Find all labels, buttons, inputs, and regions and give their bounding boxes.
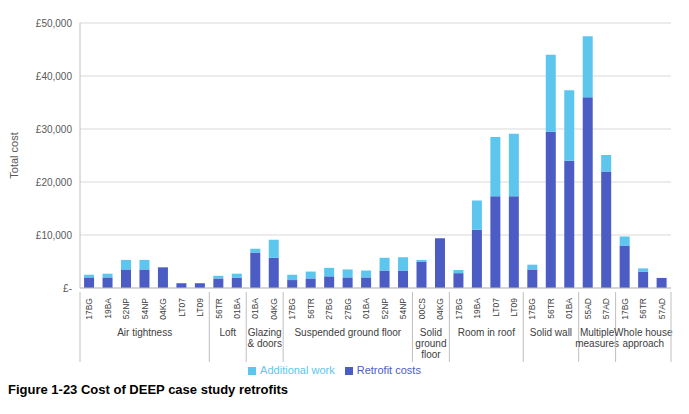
svg-text:Room in roof: Room in roof xyxy=(458,327,515,338)
svg-text:& doors: & doors xyxy=(247,338,281,349)
svg-text:£40,000: £40,000 xyxy=(36,71,73,82)
svg-text:£50,000: £50,000 xyxy=(36,18,73,29)
svg-text:LT07: LT07 xyxy=(491,298,501,317)
svg-text:17BG: 17BG xyxy=(454,298,464,320)
svg-text:£20,000: £20,000 xyxy=(36,177,73,188)
svg-text:54NP: 54NP xyxy=(398,298,408,320)
svg-text:17BG: 17BG xyxy=(620,298,630,320)
svg-text:01BA: 01BA xyxy=(250,298,260,319)
svg-text:04KG: 04KG xyxy=(158,298,168,320)
svg-text:01BA: 01BA xyxy=(232,298,242,319)
svg-text:27BG: 27BG xyxy=(324,298,334,320)
svg-text:52NP: 52NP xyxy=(380,298,390,320)
svg-text:17BG: 17BG xyxy=(287,298,297,320)
svg-text:56TR: 56TR xyxy=(638,298,648,319)
svg-text:Glazing: Glazing xyxy=(248,327,282,338)
svg-text:Solid wall: Solid wall xyxy=(530,327,572,338)
svg-text:£10,000: £10,000 xyxy=(36,230,73,241)
svg-text:27BG: 27BG xyxy=(343,298,353,320)
svg-text:57AD: 57AD xyxy=(601,298,611,319)
svg-text:Suspended ground floor: Suspended ground floor xyxy=(294,327,401,338)
svg-text:52NP: 52NP xyxy=(121,298,131,320)
svg-text:04KG: 04KG xyxy=(269,298,279,320)
svg-text:01BA: 01BA xyxy=(361,298,371,319)
svg-text:floor: floor xyxy=(421,349,441,360)
svg-text:ground: ground xyxy=(415,338,446,349)
svg-text:LT09: LT09 xyxy=(195,298,205,317)
svg-text:Air tightness: Air tightness xyxy=(117,327,172,338)
svg-text:56TR: 56TR xyxy=(214,298,224,319)
html-text:Additional work: Additional work xyxy=(260,364,335,376)
html-text:Retrofit costs: Retrofit costs xyxy=(356,364,421,376)
html-text:Figure 1-23 Cost of DEEP case: Figure 1-23 Cost of DEEP case study retr… xyxy=(8,382,289,397)
svg-text:£-: £- xyxy=(63,283,72,294)
svg-text:measures: measures xyxy=(575,338,619,349)
svg-text:04KG: 04KG xyxy=(435,298,445,320)
svg-text:Multiple: Multiple xyxy=(580,327,615,338)
svg-text:00CS: 00CS xyxy=(417,298,427,320)
svg-text:LT09: LT09 xyxy=(509,298,519,317)
svg-text:17BG: 17BG xyxy=(527,298,537,320)
svg-text:Loft: Loft xyxy=(219,327,236,338)
svg-text:Solid: Solid xyxy=(420,327,442,338)
svg-text:Whole house: Whole house xyxy=(614,327,673,338)
svg-text:approach: approach xyxy=(622,338,664,349)
svg-text:£30,000: £30,000 xyxy=(36,124,73,135)
svg-text:01BA: 01BA xyxy=(564,298,574,319)
svg-text:56TR: 56TR xyxy=(306,298,316,319)
svg-text:19BA: 19BA xyxy=(472,298,482,319)
svg-text:55AD: 55AD xyxy=(583,298,593,319)
svg-text:LT07: LT07 xyxy=(177,298,187,317)
svg-text:56TR: 56TR xyxy=(546,298,556,319)
svg-text:17BG: 17BG xyxy=(84,298,94,320)
svg-text:54NP: 54NP xyxy=(140,298,150,320)
svg-text:Total cost: Total cost xyxy=(8,132,20,178)
svg-text:19BA: 19BA xyxy=(103,298,113,319)
svg-text:57AD: 57AD xyxy=(657,298,667,319)
